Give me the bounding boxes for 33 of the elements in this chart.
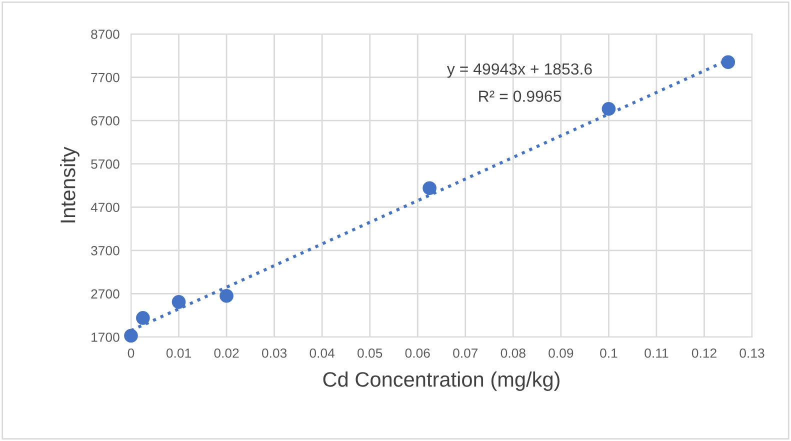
x-tick-label: 0.06 bbox=[405, 348, 430, 358]
x-tick-label: 0.08 bbox=[500, 348, 526, 358]
y-tick-label: 5700 bbox=[91, 159, 120, 169]
x-axis-title: Cd Concentration (mg/kg) bbox=[323, 372, 560, 391]
y-tick-label: 2700 bbox=[91, 289, 120, 299]
annotation: y = 49943x + 1853.6 bbox=[446, 63, 592, 78]
point bbox=[220, 288, 234, 303]
y-tick-label: 7700 bbox=[91, 72, 120, 82]
y-axis-title: Intensity bbox=[60, 146, 80, 222]
y-tick-label: 3700 bbox=[91, 246, 120, 256]
y-tick-label: 4700 bbox=[90, 202, 120, 212]
y-tick-label: 1700 bbox=[92, 332, 120, 342]
x-tick-label: 0.05 bbox=[358, 348, 382, 358]
x-tick-label: 0.1 bbox=[600, 348, 618, 358]
point bbox=[124, 328, 138, 343]
x-tick-label: 0.07 bbox=[453, 348, 478, 358]
point bbox=[422, 181, 436, 196]
point bbox=[172, 295, 186, 309]
x-tick-label: 0.03 bbox=[262, 348, 287, 358]
annotation: R² = 0.9965 bbox=[479, 90, 562, 102]
point bbox=[136, 311, 150, 325]
point bbox=[721, 55, 736, 70]
x-tick-label: 0.11 bbox=[644, 348, 668, 358]
x-tick-label: 0 bbox=[128, 348, 134, 358]
point bbox=[602, 102, 616, 116]
x-tick-label: 0.12 bbox=[692, 348, 716, 358]
y-tick-label: 8700 bbox=[91, 30, 120, 39]
y-tick-label: 6700 bbox=[91, 116, 120, 126]
x-tick-label: 0.09 bbox=[548, 348, 574, 358]
x-tick-label: 0.13 bbox=[740, 348, 764, 358]
x-tick-label: 0.04 bbox=[310, 348, 335, 358]
x-tick-label: 0.01 bbox=[166, 348, 191, 358]
x-tick-label: 0.02 bbox=[214, 348, 239, 358]
